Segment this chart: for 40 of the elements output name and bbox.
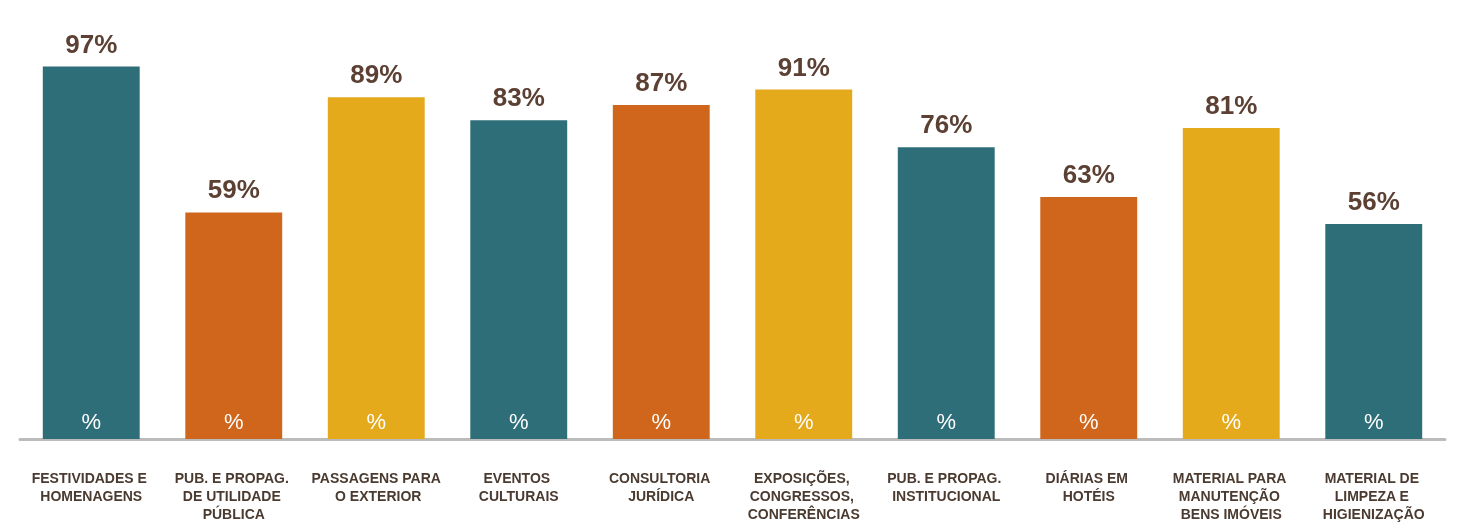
bar <box>1040 197 1138 439</box>
x-tick-label: PUB. E PROPAG. DE UTILIDADE PÚBLICA <box>174 470 293 522</box>
bar <box>327 97 425 439</box>
annotation: % <box>508 408 529 434</box>
x-tick-label: FESTIVIDADES E HOMENAGENS <box>31 470 151 504</box>
x-tick-label: EXPOSIÇÕES, CONGRESSOS, CONFERÊNCIAS <box>747 469 860 522</box>
bar <box>897 147 995 439</box>
data-label: 97% <box>65 28 118 59</box>
x-tick-label: CONSULTORIA JURÍDICA <box>608 470 714 504</box>
annotation: % <box>1221 408 1242 434</box>
data-label: 81% <box>1205 89 1258 120</box>
annotation: % <box>936 408 957 434</box>
x-tick-label: MATERIAL PARA MANUTENÇÃO BENS IMÓVEIS <box>1172 470 1290 522</box>
x-tick-label: PUB. E PROPAG. INSTITUCIONAL <box>887 470 1006 504</box>
data-label: 89% <box>350 59 403 90</box>
bar <box>755 89 853 439</box>
bar <box>42 66 140 439</box>
annotation: % <box>223 408 244 434</box>
x-tick-label: EVENTOS CULTURAIS <box>478 470 559 504</box>
bar <box>612 104 710 439</box>
x-tick-label: DIÁRIAS EM HOTÉIS <box>1045 470 1132 504</box>
data-label: 56% <box>1347 185 1400 216</box>
data-label: 83% <box>492 82 545 113</box>
annotation: % <box>1363 408 1384 434</box>
x-tick-label: MATERIAL DE LIMPEZA E HIGIENIZAÇÃO <box>1322 470 1425 522</box>
annotation: % <box>81 408 102 434</box>
annotation: % <box>366 408 387 434</box>
bar <box>1182 127 1280 439</box>
bar <box>470 120 568 439</box>
data-label: 87% <box>635 66 688 97</box>
x-tick-label: PASSAGENS PARA O EXTERIOR <box>311 470 441 504</box>
data-label: 63% <box>1062 159 1115 190</box>
data-label: 76% <box>920 109 973 140</box>
bar <box>1325 223 1423 439</box>
data-label: 59% <box>207 174 260 205</box>
annotation: % <box>793 408 814 434</box>
annotation: % <box>651 408 672 434</box>
bar <box>185 212 283 439</box>
data-label: 91% <box>777 51 830 82</box>
annotation: % <box>1078 408 1099 434</box>
